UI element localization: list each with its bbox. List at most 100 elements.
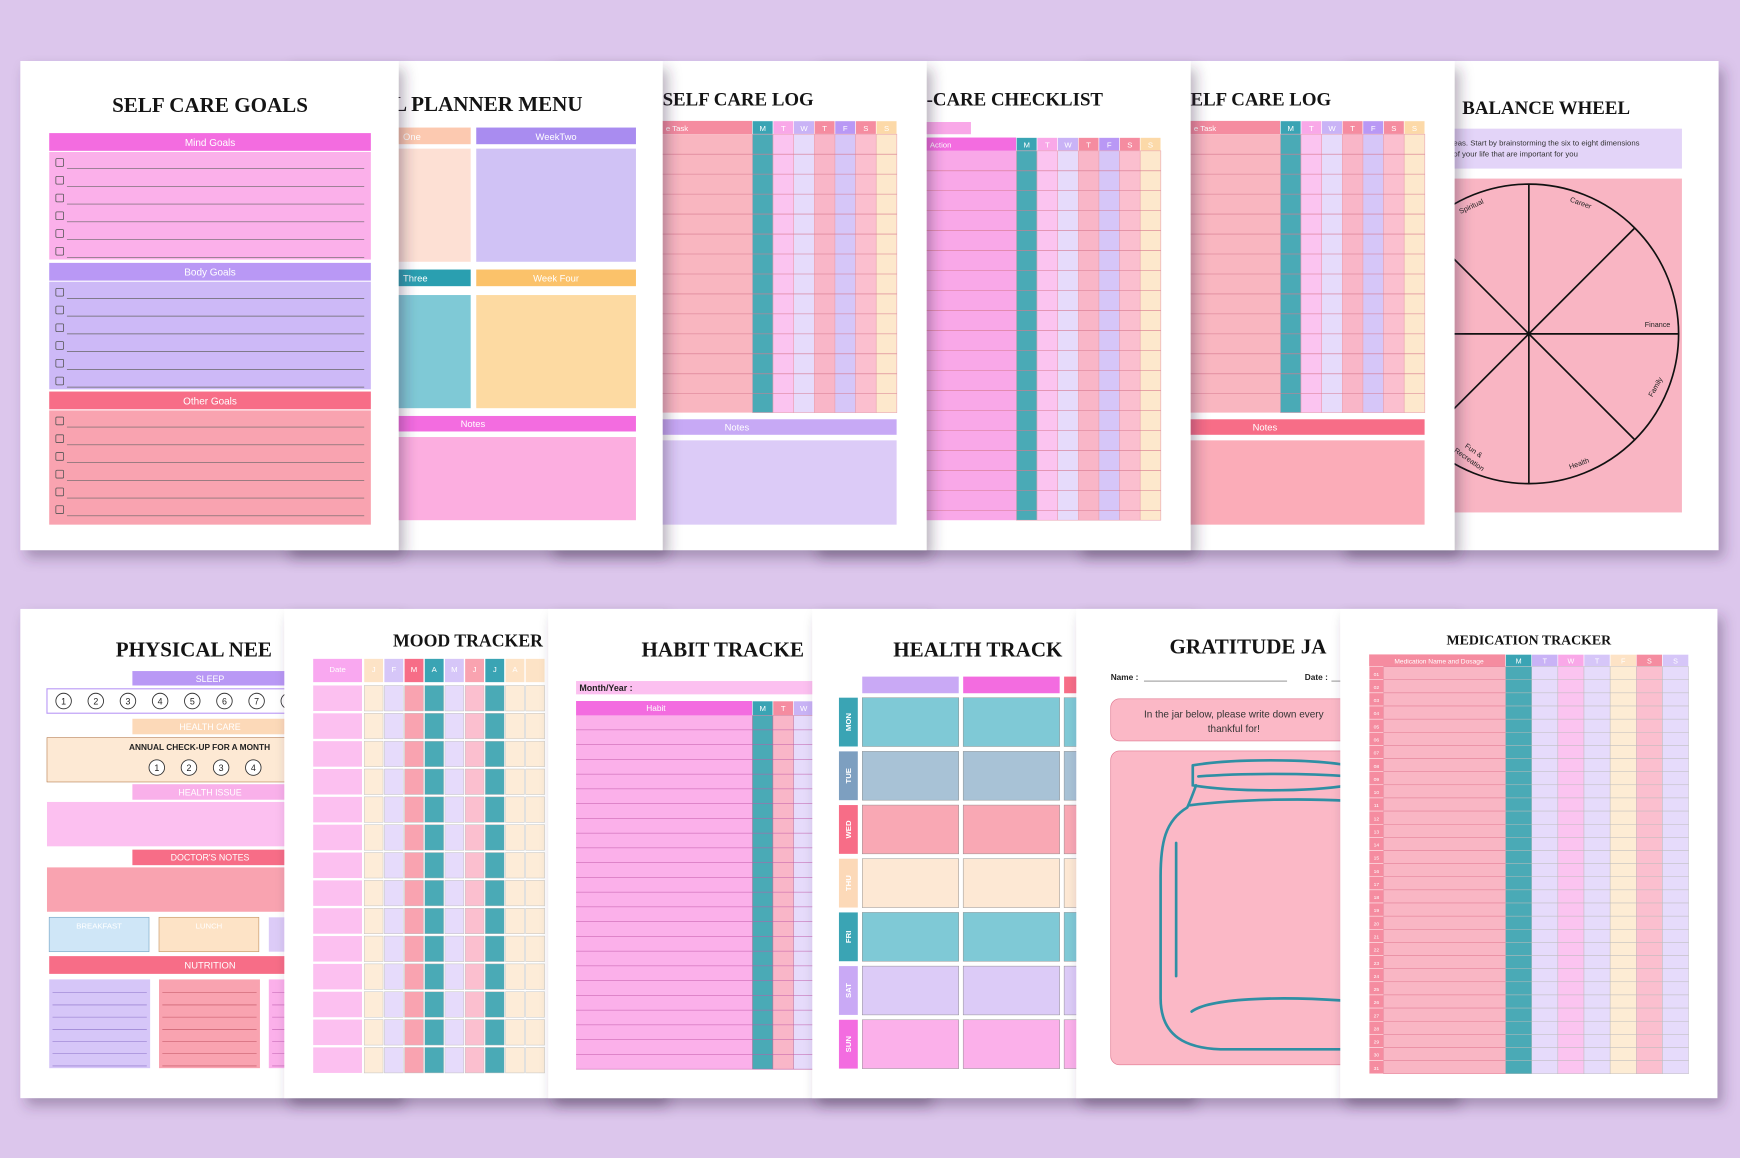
day-cell (1531, 1020, 1559, 1035)
month-header (525, 658, 545, 683)
day-cell (1531, 1007, 1559, 1022)
checkbox (55, 358, 65, 368)
day-cell (1583, 771, 1611, 786)
day-cell (1636, 810, 1663, 825)
column-header (862, 676, 959, 694)
day-cell (1583, 850, 1611, 864)
day-cell (1505, 1020, 1532, 1035)
scale-number: 3 (125, 696, 130, 706)
mood-cell (444, 907, 465, 934)
day-tab (838, 858, 858, 908)
day-column (1362, 133, 1384, 413)
mood-cell (505, 824, 525, 851)
day-cell (1505, 823, 1532, 838)
name-cell (1383, 850, 1506, 864)
mood-cell (464, 796, 485, 823)
day-label: S (863, 124, 868, 133)
mood-cell (404, 685, 424, 712)
day-box (962, 912, 1060, 962)
day-column (1119, 150, 1141, 521)
meal-label: BREAKFAST (76, 921, 122, 930)
day-label: T (781, 704, 786, 713)
day-label: MON (844, 713, 853, 731)
month-year-bar (576, 681, 821, 695)
row-number: 19 (1374, 908, 1380, 914)
day-cell (1609, 902, 1637, 917)
mood-cell (444, 963, 465, 990)
scale-number: 3 (219, 763, 224, 773)
mood-cell (363, 713, 384, 740)
day-cell (1531, 1047, 1559, 1061)
day-column (855, 133, 877, 413)
day-cell (1531, 732, 1559, 746)
day-cell (1636, 837, 1663, 851)
day-cell (1583, 745, 1611, 759)
day-cell (1505, 771, 1532, 786)
task-header (662, 120, 753, 135)
day-label: F (1371, 124, 1376, 133)
notes-box (46, 867, 294, 912)
day-label: SAT (844, 983, 853, 998)
page-title: MOOD TRACKER (393, 631, 543, 651)
day-label: W (1328, 124, 1336, 133)
day-cell (1557, 784, 1585, 799)
day-cell (1636, 745, 1663, 759)
mood-cell (384, 740, 404, 767)
mood-cell (525, 740, 545, 767)
mood-cell (404, 740, 424, 767)
mood-cell (464, 963, 485, 990)
block-box (476, 148, 636, 262)
day-cell (1557, 915, 1585, 930)
name-cell (1383, 876, 1506, 891)
day-label: M (760, 124, 766, 133)
mood-cell (313, 1019, 362, 1046)
day-cell (1662, 784, 1689, 799)
day-cell (1557, 1034, 1585, 1048)
section-header (132, 784, 294, 800)
notes-label: Notes (1253, 421, 1278, 432)
scale-circle (248, 692, 265, 710)
mood-cell (363, 963, 384, 990)
day-cell (1557, 1020, 1585, 1035)
wheel-label: Finance (1645, 320, 1671, 329)
day-label: M (759, 704, 765, 713)
section-label: NUTRITION (184, 959, 235, 970)
mood-cell (485, 1019, 505, 1046)
name-cell (1383, 942, 1506, 956)
checkbox (55, 416, 65, 426)
day-cell (1557, 902, 1585, 917)
mood-cell (525, 963, 545, 990)
mood-cell (464, 880, 485, 907)
row-number: 27 (1374, 1013, 1380, 1019)
day-cell (1531, 810, 1559, 825)
section-label: Body Goals (184, 268, 236, 279)
mood-cell (313, 852, 362, 879)
month-label: F (391, 665, 396, 674)
day-cell (1531, 705, 1559, 720)
day-cell (1557, 679, 1585, 694)
day-cell (1662, 718, 1689, 733)
day-cell (1531, 1060, 1559, 1074)
day-cell (1505, 955, 1532, 969)
mood-cell (404, 713, 424, 740)
day-box (862, 804, 959, 855)
day-column (1342, 133, 1364, 413)
block-label: Three (403, 273, 428, 284)
name-cell (1383, 1047, 1506, 1061)
section-box (49, 151, 371, 260)
day-cell (1505, 784, 1532, 799)
row-number: 06 (1374, 737, 1380, 743)
day-cell (1505, 1060, 1532, 1074)
mood-cell (404, 935, 424, 962)
checkbox (55, 505, 65, 514)
mood-cell (485, 740, 505, 767)
day-cell (1636, 850, 1663, 864)
day-label: T (781, 124, 786, 133)
small-bar (926, 122, 971, 135)
mood-cell (525, 935, 545, 962)
mood-cell (444, 880, 465, 907)
day-cell (1609, 850, 1637, 864)
mood-cell (424, 852, 444, 879)
day-box (962, 858, 1060, 908)
